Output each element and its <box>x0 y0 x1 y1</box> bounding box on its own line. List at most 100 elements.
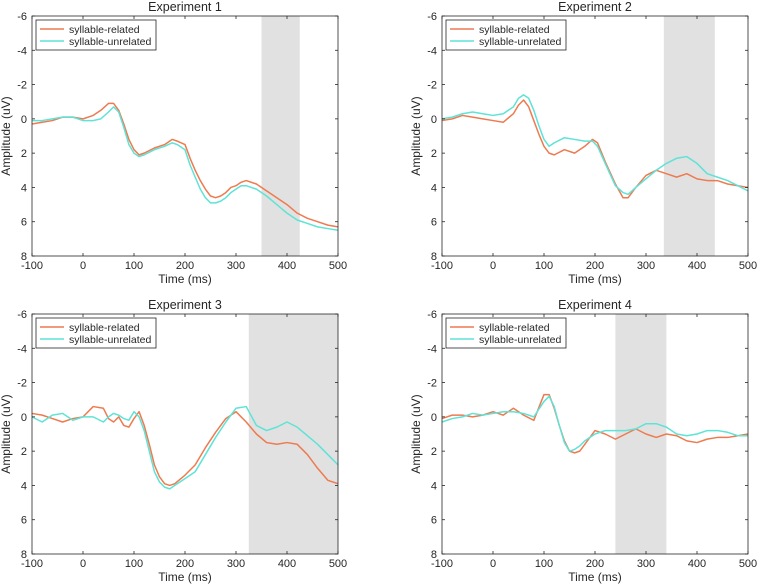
x-axis-label: Time (ms) <box>568 272 622 286</box>
chart-title: Experiment 3 <box>148 298 222 312</box>
y-tick-label: 2 <box>21 148 27 160</box>
y-tick-label: -2 <box>427 80 437 92</box>
y-tick-label: 2 <box>431 446 437 458</box>
x-tick-label: 400 <box>688 558 706 570</box>
y-axis-label: Amplitude (uV) <box>0 96 13 175</box>
y-axis-label: Amplitude (uV) <box>409 96 423 175</box>
legend-entry: syllable-related <box>69 322 140 334</box>
y-tick-label: -2 <box>17 80 27 92</box>
x-tick-label: -100 <box>21 558 43 570</box>
x-tick-label: 300 <box>637 260 655 272</box>
x-tick-label: 0 <box>490 558 496 570</box>
y-axis-label: Amplitude (uV) <box>409 394 423 473</box>
y-tick-label: -6 <box>17 11 27 23</box>
x-tick-label: 0 <box>80 260 86 272</box>
y-tick-label: 0 <box>21 114 27 126</box>
y-tick-label: -4 <box>427 343 437 355</box>
x-tick-label: -100 <box>21 260 43 272</box>
x-tick-label: 500 <box>329 558 347 570</box>
y-tick-label: -2 <box>427 378 437 390</box>
analysis-window <box>615 314 667 554</box>
x-axis-label: Time (ms) <box>568 570 622 584</box>
chart-panel-4: -100 0 100 200 300 400 500 -6 -4 -2 0 2 4 6 8 Experimen… <box>409 298 757 584</box>
x-tick-label: -100 <box>431 558 453 570</box>
x-tick-label: 300 <box>227 260 245 272</box>
y-tick-label: 8 <box>431 549 437 561</box>
x-tick-label: 200 <box>586 260 604 272</box>
y-tick-label: 6 <box>21 217 27 229</box>
y-tick-label: 4 <box>431 480 437 492</box>
y-tick-label: 6 <box>431 217 437 229</box>
legend-box <box>35 317 157 349</box>
y-tick-label: -6 <box>427 11 437 23</box>
chart-title: Experiment 2 <box>558 0 632 14</box>
x-tick-label: 500 <box>329 260 347 272</box>
y-tick-label: 2 <box>21 446 27 458</box>
x-tick-label: 100 <box>125 558 143 570</box>
series-line-related <box>31 405 339 487</box>
y-tick-label: 8 <box>431 251 437 263</box>
legend-entry: syllable-unrelated <box>479 334 561 346</box>
y-tick-label: 4 <box>21 480 27 492</box>
x-tick-label: 400 <box>278 260 296 272</box>
x-tick-label: 500 <box>739 558 757 570</box>
series-line-unrelated <box>32 106 339 232</box>
x-tick-label: 400 <box>278 558 296 570</box>
y-tick-label: 2 <box>431 148 437 160</box>
series-line-unrelated <box>441 94 749 196</box>
legend-box <box>35 19 157 51</box>
x-tick-label: 200 <box>176 260 194 272</box>
y-tick-label: 4 <box>21 182 27 194</box>
x-tick-label: 0 <box>490 260 496 272</box>
x-tick-label: 300 <box>637 558 655 570</box>
x-axis-label: Time (ms) <box>158 272 212 286</box>
y-tick-label: 0 <box>431 412 437 424</box>
y-tick-label: -4 <box>17 45 27 57</box>
x-tick-label: 100 <box>535 260 553 272</box>
x-tick-label: 300 <box>227 558 245 570</box>
x-tick-label: 200 <box>176 558 194 570</box>
y-tick-label: 4 <box>431 182 437 194</box>
x-tick-label: 0 <box>80 558 86 570</box>
y-tick-label: -6 <box>427 309 437 321</box>
x-tick-label: 400 <box>688 260 706 272</box>
x-tick-label: 100 <box>535 558 553 570</box>
y-tick-label: 6 <box>431 515 437 527</box>
chart-panel-2: -100 0 100 200 300 400 500 -6 -4 -2 0 2 4 6 8 Experimen… <box>409 0 757 286</box>
x-tick-label: 100 <box>125 260 143 272</box>
legend-entry: syllable-related <box>479 322 550 334</box>
y-tick-label: 0 <box>431 114 437 126</box>
legend-entry: syllable-related <box>479 24 550 36</box>
series-line-unrelated <box>441 395 748 452</box>
series-line-related <box>31 102 339 228</box>
series-line-related <box>441 99 749 199</box>
x-tick-label: -100 <box>431 260 453 272</box>
chart-title: Experiment 4 <box>558 298 632 312</box>
analysis-window <box>261 16 300 256</box>
legend-box <box>445 317 567 349</box>
y-tick-label: 8 <box>21 251 27 263</box>
y-tick-label: -4 <box>427 45 437 57</box>
y-tick-label: -6 <box>17 309 27 321</box>
legend-entry: syllable-unrelated <box>69 334 151 346</box>
chart-panel-1: -100 0 100 200 300 400 500 -6 -4 -2 0 2 4 6 8 Experimen… <box>0 0 347 286</box>
legend-box <box>445 19 567 51</box>
y-axis-label: Amplitude (uV) <box>0 394 13 473</box>
x-tick-label: 500 <box>739 260 757 272</box>
x-axis-label: Time (ms) <box>158 570 212 584</box>
chart-panel-3: -100 0 100 200 300 400 500 -6 -4 -2 0 2 4 6 8 Experimen… <box>0 298 347 584</box>
chart-title: Experiment 1 <box>148 0 222 14</box>
legend-entry: syllable-unrelated <box>479 36 561 48</box>
legend-entry: syllable-related <box>69 24 140 36</box>
legend-entry: syllable-unrelated <box>69 36 151 48</box>
y-tick-label: 0 <box>21 412 27 424</box>
analysis-window <box>248 314 338 554</box>
y-tick-label: -2 <box>17 378 27 390</box>
analysis-window <box>663 16 715 256</box>
y-tick-label: 6 <box>21 515 27 527</box>
